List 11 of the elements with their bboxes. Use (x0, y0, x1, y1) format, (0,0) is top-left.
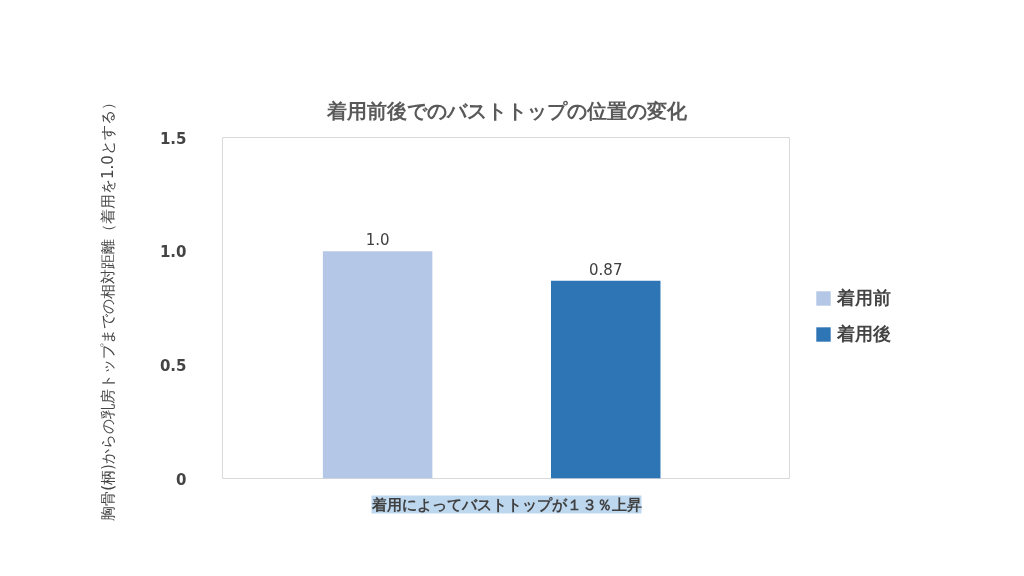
legend-label: 着用前 (837, 286, 891, 310)
data-label: 0.87 (589, 260, 623, 279)
y-tick-label: 0.5 (159, 356, 187, 375)
data-label: 1.0 (365, 231, 390, 250)
y-tick-label: 0 (176, 470, 187, 489)
text: 着用によってバストトップが１３％上昇 (370, 495, 642, 514)
y-tick-label: 1.0 (159, 243, 187, 262)
legend-label: 着用後 (837, 322, 891, 346)
chart-title: 着用前後でのバストトップの位置の変化 (325, 98, 688, 123)
y-axis-title: 胸骨(柄)からの乳房トップまでの相対距離（着用を1.0とする） (98, 95, 117, 521)
y-tick-label: 1.5 (159, 129, 187, 148)
